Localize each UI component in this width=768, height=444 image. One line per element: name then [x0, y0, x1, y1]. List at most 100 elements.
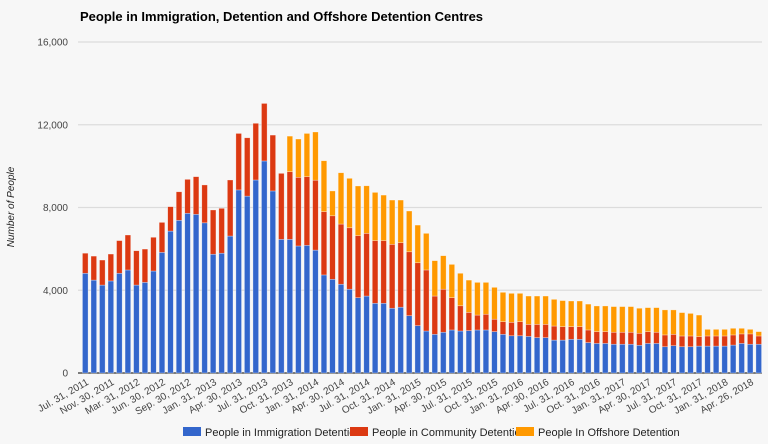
bar-segment-immigration — [687, 346, 694, 374]
bar-segment-offshore — [721, 329, 728, 337]
bar-segment-offshore — [337, 172, 345, 225]
bar-segment-offshore — [576, 300, 583, 327]
bar-segment-offshore — [440, 255, 447, 290]
bar-segment-offshore — [508, 293, 515, 323]
bar-segment-immigration — [508, 335, 515, 374]
bar-segment-offshore — [371, 192, 379, 241]
bar-segment-immigration — [107, 280, 114, 374]
bar-segment-immigration — [227, 235, 234, 374]
bar-segment-community — [721, 335, 728, 347]
y-tick-label: 12,000 — [37, 120, 68, 131]
bar-segment-immigration — [738, 343, 745, 374]
bars — [82, 103, 762, 374]
legend-label: People in Community Detention — [372, 427, 527, 439]
bar-segment-immigration — [525, 336, 532, 374]
bar-segment-immigration — [406, 315, 413, 374]
bar-segment-offshore — [491, 287, 498, 320]
bar-segment-community — [107, 253, 114, 282]
bar-segment-immigration — [320, 274, 328, 374]
bar-segment-community — [354, 235, 362, 298]
bar-segment-immigration — [354, 297, 362, 374]
bar-segment-offshore — [551, 299, 558, 327]
bar-segment-offshore — [397, 199, 404, 243]
bar-segment-community — [585, 329, 592, 343]
bar-segment-offshore — [687, 313, 694, 337]
bar-segment-offshore — [474, 282, 481, 316]
bar-segment-immigration — [278, 239, 285, 374]
bar-segment-community — [551, 325, 558, 341]
bar-segment-community — [210, 209, 217, 255]
bar-segment-immigration — [184, 212, 191, 374]
bar-segment-community — [687, 335, 694, 348]
bar-segment-community — [627, 331, 634, 345]
bar-segment-community — [235, 133, 242, 191]
bar-segment-immigration — [141, 282, 149, 374]
bar-segment-offshore — [431, 260, 438, 297]
bar-segment-offshore — [303, 133, 311, 177]
bar-segment-immigration — [303, 245, 311, 374]
bar-segment-community — [192, 176, 200, 215]
chart-title: People in Immigration, Detention and Off… — [80, 9, 483, 24]
bar-segment-community — [244, 137, 251, 197]
bar-segment-immigration — [653, 343, 660, 374]
bar-segment-offshore — [704, 329, 711, 337]
bar-segment-community — [457, 305, 464, 332]
bar-segment-offshore — [448, 264, 455, 298]
bar-segment-immigration — [158, 252, 166, 374]
bar-segment-offshore — [661, 309, 669, 336]
bar-segment-offshore — [568, 300, 575, 327]
bar-segment-immigration — [218, 252, 225, 374]
bar-segment-community — [158, 222, 166, 253]
bar-segment-immigration — [619, 343, 626, 374]
bar-segment-immigration — [542, 337, 549, 374]
bar-segment-community — [337, 223, 345, 285]
bar-segment-immigration — [389, 307, 396, 374]
legend-swatch — [183, 427, 201, 436]
bar-segment-community — [99, 259, 106, 286]
bar-segment-community — [465, 312, 473, 331]
bar-segment-offshore — [499, 292, 507, 322]
bar-segment-immigration — [192, 214, 200, 374]
bar-segment-immigration — [465, 330, 473, 374]
legend-label: People in Immigration Detention — [205, 427, 362, 439]
bar-segment-community — [175, 191, 183, 221]
bar-segment-offshore — [406, 210, 413, 253]
bar-segment-immigration — [491, 331, 498, 374]
bar-segment-immigration — [167, 230, 174, 374]
bar-segment-immigration — [747, 343, 754, 374]
bar-segment-community — [303, 176, 311, 246]
bar-segment-immigration — [482, 329, 490, 374]
bar-segment-community — [738, 333, 745, 344]
bar-segment-immigration — [116, 272, 123, 374]
bar-segment-community — [704, 335, 711, 347]
bar-segment-offshore — [730, 328, 737, 336]
bar-segment-community — [670, 334, 677, 346]
bar-segment-immigration — [244, 195, 251, 374]
bar-segment-community — [712, 335, 720, 347]
bar-segment-community — [371, 240, 379, 304]
bar-segment-community — [320, 211, 328, 276]
bar-segment-immigration — [457, 330, 464, 374]
bar-segment-offshore — [354, 185, 362, 236]
bar-segment-community — [184, 179, 191, 214]
bar-segment-immigration — [602, 343, 609, 374]
bar-segment-community — [82, 252, 89, 274]
bar-segment-community — [431, 295, 438, 335]
y-axis-ticks: 0 4,000 8,000 12,000 16,000 — [37, 38, 68, 380]
bar-segment-community — [678, 335, 686, 348]
bar-segment-offshore — [593, 305, 600, 332]
bar-segment-community — [448, 297, 455, 331]
bar-segment-offshore — [312, 131, 319, 181]
bar-segment-community — [389, 244, 396, 309]
bar-segment-offshore — [516, 293, 524, 322]
bar-segment-community — [482, 313, 490, 331]
legend-label: People In Offshore Detention — [538, 427, 680, 439]
bar-segment-immigration — [269, 190, 276, 374]
bar-segment-community — [508, 322, 515, 337]
bar-segment-community — [312, 179, 319, 251]
bar-segment-immigration — [414, 325, 421, 374]
bar-segment-offshore — [482, 282, 490, 315]
bar-segment-community — [576, 326, 583, 340]
